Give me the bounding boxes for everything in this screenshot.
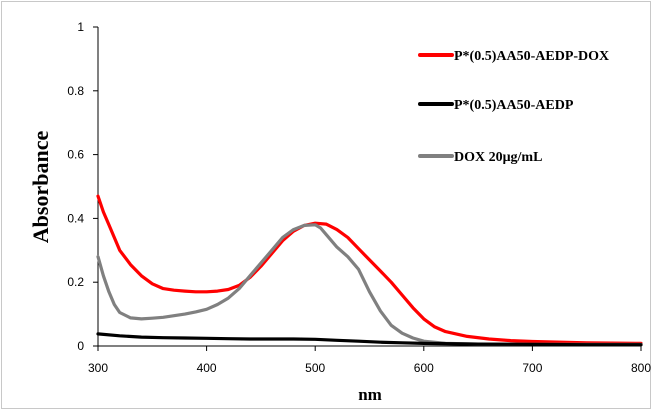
legend-label-1: P*(0.5)AA50-AEDP xyxy=(454,98,574,113)
x-tick-label: 700 xyxy=(522,361,542,375)
x-tick-label: 400 xyxy=(197,361,217,375)
axes: 0 0.2 0.4 0.6 0.8 1 300 400 500 600 700 800 xyxy=(67,20,651,375)
legend: P*(0.5)AA50-AEDP-DOX P*(0.5)AA50-AEDP DOX … xyxy=(418,49,609,165)
x-axis-title: nm xyxy=(358,385,382,404)
x-tick-label: 800 xyxy=(631,361,651,375)
legend-label-2: DOX 20μg/mL xyxy=(454,150,542,165)
series-line-2 xyxy=(96,223,643,346)
x-tick-label: 300 xyxy=(88,361,108,375)
x-tick-label: 500 xyxy=(305,361,325,375)
y-axis-title: Absorbance xyxy=(28,131,53,244)
y-tick-label: 0.6 xyxy=(67,148,84,162)
series-line-1 xyxy=(96,332,643,347)
x-tick-label: 600 xyxy=(414,361,434,375)
y-tick-label: 1 xyxy=(77,20,84,34)
series-lines xyxy=(96,194,643,347)
y-tick-label: 0.4 xyxy=(67,211,84,225)
y-tick-label: 0.8 xyxy=(67,84,84,98)
y-tick-label: 0.2 xyxy=(67,275,84,289)
legend-label-0: P*(0.5)AA50-AEDP-DOX xyxy=(454,49,609,64)
y-tick-label: 0 xyxy=(77,339,84,353)
series-line-0 xyxy=(96,194,643,345)
